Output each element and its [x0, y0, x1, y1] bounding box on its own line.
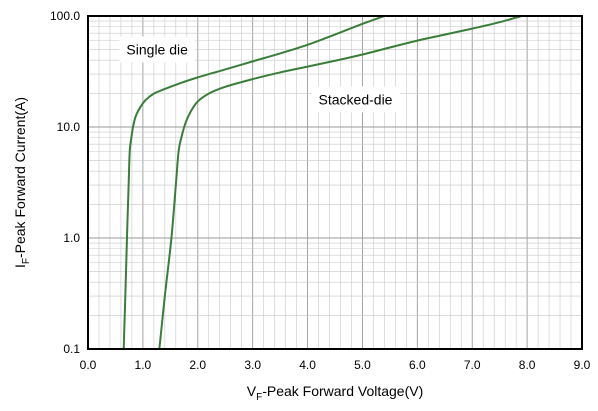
x-tick-label: 5.0	[354, 358, 371, 372]
x-tick-label: 2.0	[189, 358, 206, 372]
y-tick-label: 1.0	[63, 231, 80, 245]
x-tick-label: 1.0	[135, 358, 152, 372]
x-tick-label: 3.0	[244, 358, 261, 372]
y-axis-title-rest: -Peak Forward Current(A)	[12, 97, 28, 258]
label-background	[311, 86, 400, 113]
x-axis-title-prefix: V	[247, 383, 257, 399]
y-axis-title-prefix: I	[12, 264, 28, 268]
x-axis-title-rest: -Peak Forward Voltage(V)	[262, 383, 423, 399]
y-axis-title: IF-Peak Forward Current(A)	[12, 97, 32, 268]
label-text: Stacked-die	[319, 91, 393, 107]
x-tick-label: 0.0	[80, 358, 97, 372]
stacked-die-label: Stacked-die	[311, 86, 400, 113]
single-die-label: Single die	[119, 36, 196, 63]
x-tick-label: 6.0	[409, 358, 426, 372]
stacked-die-curve	[158, 15, 522, 350]
tick-labels: 0.0 1.0 2.0 3.0 4.0 5.0 6.0 7.0 8.0 9.0 0.1 1.0 10.0…	[50, 9, 591, 372]
y-tick-label: 0.1	[63, 342, 80, 356]
x-tick-label: 8.0	[519, 358, 536, 372]
x-axis-title: VF-Peak Forward Voltage(V)	[247, 383, 424, 403]
x-tick-label: 4.0	[299, 358, 316, 372]
grid	[88, 16, 582, 349]
label-background	[119, 36, 196, 63]
x-axis-title-subscript: F	[256, 392, 262, 403]
y-axis-title-subscript: F	[21, 258, 32, 264]
y-tick-label: 100.0	[50, 9, 80, 23]
x-tick-label: 9.0	[574, 358, 591, 372]
y-tick-label: 10.0	[57, 120, 81, 134]
x-tick-label: 7.0	[464, 358, 481, 372]
label-text: Single die	[126, 41, 188, 57]
series-group	[122, 15, 522, 350]
single-die-curve	[122, 15, 385, 350]
plot-frame	[87, 15, 583, 350]
annotation-group: Single die Stacked-die	[119, 36, 400, 113]
